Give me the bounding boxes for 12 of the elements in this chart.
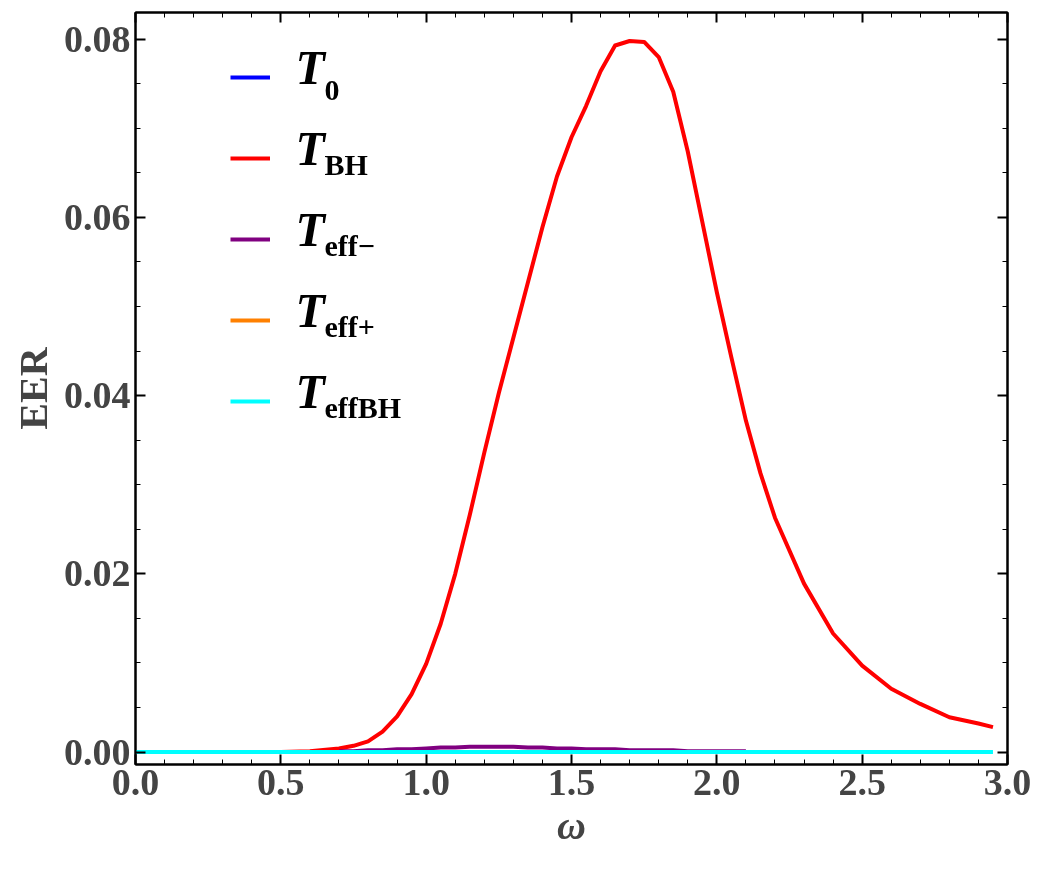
x-tick-label: 3.0 <box>983 760 1032 803</box>
x-tick-label: 1.0 <box>402 760 450 803</box>
x-tick-label: 2.5 <box>838 760 886 803</box>
x-tick-label: 2.0 <box>693 760 741 803</box>
x-axis-title: ω <box>557 802 586 848</box>
x-tick-label: 1.5 <box>547 760 596 803</box>
y-tick-label: 0.06 <box>64 195 131 238</box>
y-axis-title: EER <box>11 346 56 430</box>
y-tick-label: 0.08 <box>64 17 131 60</box>
x-tick-label: 0.5 <box>257 760 305 803</box>
y-tick-label: 0.04 <box>64 374 131 417</box>
y-tick-label: 0.02 <box>64 552 131 595</box>
